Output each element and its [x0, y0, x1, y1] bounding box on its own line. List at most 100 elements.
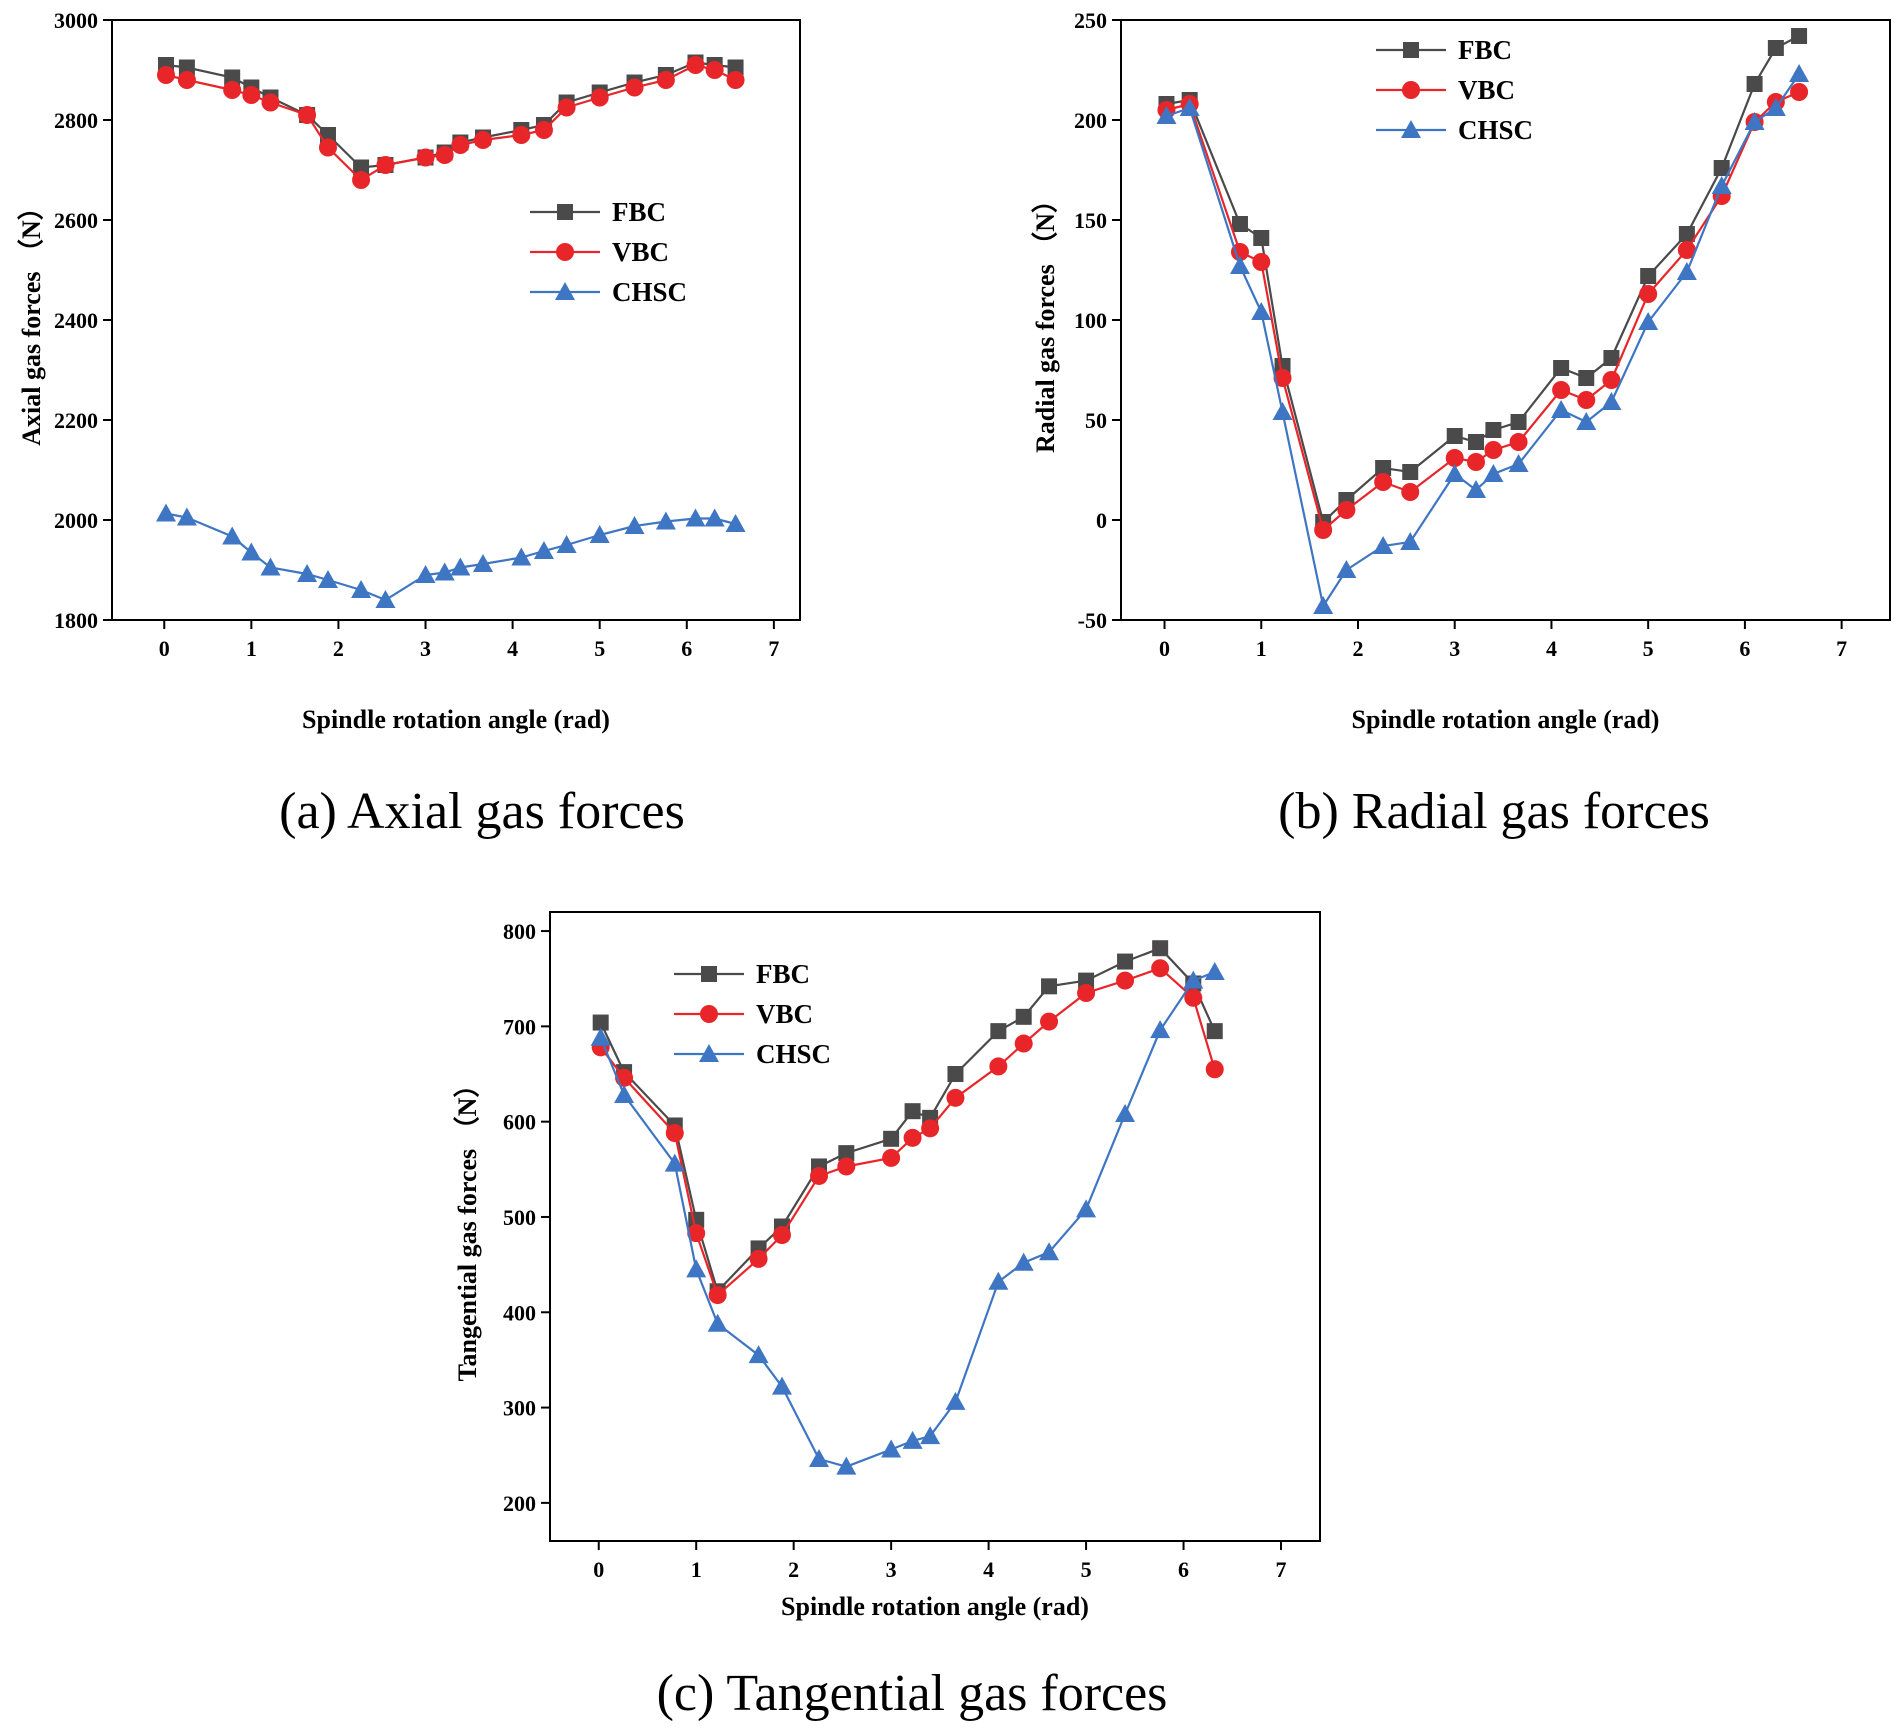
data-point-chsc — [945, 1391, 966, 1410]
data-point-chsc — [655, 511, 676, 530]
data-point-vbc — [451, 136, 470, 154]
data-point-fbc — [883, 1130, 900, 1147]
caption: (a) Axial gas forces — [279, 783, 685, 840]
data-point-vbc — [352, 171, 371, 189]
legend-label: FBC — [1458, 35, 1512, 65]
data-point-vbc — [473, 131, 492, 149]
data-point-fbc — [319, 127, 336, 143]
caption: (c) Tangential gas forces — [657, 1665, 1168, 1722]
x-tick-label: 3 — [420, 636, 431, 661]
data-point-fbc — [353, 159, 370, 176]
data-point-chsc — [1179, 98, 1200, 116]
legend-item-chsc: CHSC — [674, 1039, 831, 1069]
data-point-vbc — [435, 146, 454, 164]
data-point-vbc — [1466, 453, 1485, 471]
x-tick-label: 1 — [1256, 636, 1267, 661]
data-point-chsc — [1336, 560, 1357, 578]
data-point-vbc — [665, 1124, 684, 1143]
y-tick-label: 2600 — [54, 208, 98, 233]
data-point-vbc — [749, 1249, 768, 1268]
data-point-fbc — [1485, 422, 1502, 438]
data-point-vbc — [557, 98, 576, 117]
series-line-fbc — [1166, 35, 1800, 525]
data-point-vbc — [261, 93, 280, 112]
data-point-chsc — [1444, 464, 1465, 482]
y-tick-label: 300 — [503, 1396, 536, 1421]
legend-item-chsc: CHSC — [1376, 115, 1533, 145]
data-point-fbc — [990, 1023, 1007, 1040]
x-axis-title: Spindle rotation angle (rad) — [1352, 705, 1660, 734]
data-point-chsc — [704, 508, 725, 527]
data-point-fbc — [904, 1103, 921, 1120]
radial-gas-forces-chart: 0 1 2 3 4 5 6 7 -50 0 50 100 150 200 250 FBC VBC CHSC Sp… — [1031, 8, 1891, 840]
data-point-fbc — [178, 59, 195, 76]
x-tick-label: 4 — [507, 636, 518, 661]
data-point-chsc — [1373, 536, 1394, 554]
data-point-vbc — [590, 88, 609, 107]
data-point-chsc — [1551, 400, 1572, 418]
data-point-chsc — [1508, 454, 1529, 472]
x-tick-label: 0 — [1159, 636, 1170, 661]
y-tick-label: 100 — [1074, 308, 1107, 333]
data-point-chsc — [556, 535, 577, 553]
x-tick-label: 0 — [159, 636, 170, 661]
data-point-chsc — [624, 516, 645, 534]
data-point-fbc — [1467, 434, 1484, 450]
data-point-fbc — [1015, 1008, 1032, 1025]
y-tick-label: 200 — [1074, 108, 1107, 133]
data-point-vbc — [318, 138, 337, 157]
x-tick-label: 5 — [1643, 636, 1654, 661]
series-line-chsc — [1166, 73, 1801, 609]
data-point-fbc — [1402, 464, 1419, 480]
x-tick-label: 0 — [593, 1557, 604, 1582]
series-vbc — [1157, 83, 1809, 539]
data-point-vbc — [989, 1057, 1008, 1076]
series-vbc — [156, 56, 745, 189]
data-point-fbc — [1078, 972, 1095, 989]
legend-item-vbc: VBC — [530, 237, 669, 267]
data-point-vbc — [625, 78, 644, 97]
data-point-vbc — [1184, 988, 1203, 1007]
legend-marker — [555, 282, 575, 300]
data-point-vbc — [1509, 433, 1528, 451]
legend-marker — [699, 1044, 719, 1062]
y-tick-label: 50 — [1085, 408, 1107, 433]
legend: FBC VBC CHSC — [1376, 35, 1533, 145]
data-point-vbc — [810, 1166, 829, 1185]
data-point-chsc — [771, 1376, 792, 1395]
legend-marker — [700, 1005, 718, 1023]
legend-label: FBC — [612, 197, 666, 227]
data-point-vbc — [1314, 521, 1333, 539]
data-point-chsc — [809, 1449, 830, 1468]
legend-item-chsc: CHSC — [530, 277, 687, 307]
data-point-vbc — [726, 71, 745, 89]
data-point-fbc — [1767, 40, 1784, 56]
data-point-fbc — [1231, 216, 1248, 232]
data-point-fbc — [1678, 226, 1695, 242]
legend-label: CHSC — [756, 1039, 831, 1069]
data-point-chsc — [902, 1430, 923, 1449]
data-point-vbc — [1230, 243, 1249, 261]
data-point-vbc — [686, 56, 705, 74]
data-point-fbc — [1510, 414, 1527, 430]
data-point-vbc — [1677, 241, 1696, 259]
data-point-fbc — [947, 1066, 964, 1083]
data-point-chsc — [1272, 402, 1293, 420]
data-point-chsc — [511, 547, 532, 566]
data-point-chsc — [1576, 412, 1597, 430]
data-point-chsc — [1229, 256, 1250, 274]
data-point-fbc — [1746, 76, 1763, 92]
data-point-vbc — [1602, 371, 1621, 389]
data-point-chsc — [664, 1153, 685, 1172]
data-point-chsc — [1251, 302, 1272, 320]
data-point-fbc — [1206, 1023, 1223, 1040]
data-point-fbc — [1553, 360, 1570, 376]
axial-gas-forces-chart: 0 1 2 3 4 5 6 7 1800 2000 2200 2400 2600 2800 3000 FBC… — [17, 8, 801, 840]
data-point-vbc — [416, 148, 435, 167]
data-point-fbc — [1253, 230, 1270, 246]
plot-frame — [549, 911, 1321, 1542]
legend-item-vbc: VBC — [1376, 75, 1515, 105]
y-tick-label: 3000 — [54, 8, 98, 33]
y-tick-label: 800 — [503, 919, 536, 944]
data-point-vbc — [705, 61, 724, 79]
